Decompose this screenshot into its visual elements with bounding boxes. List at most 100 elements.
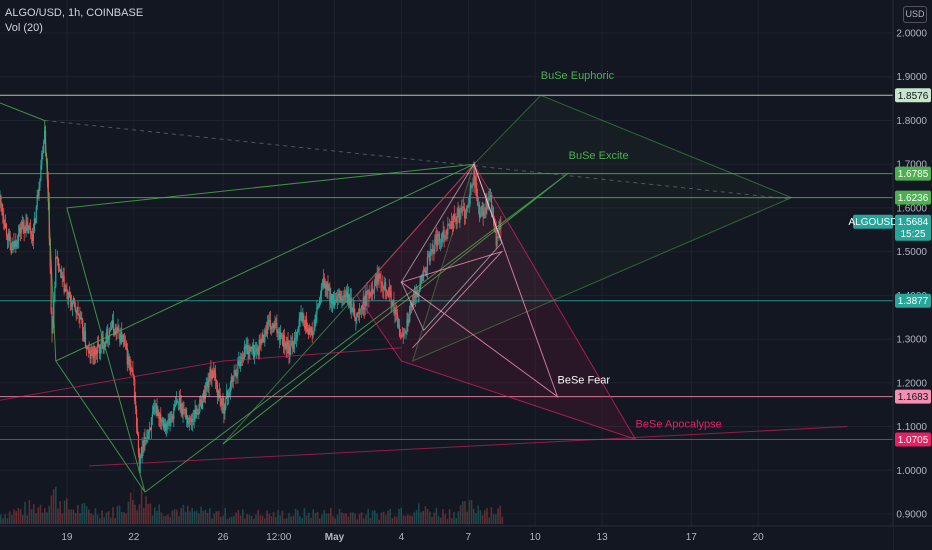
candle-body	[171, 415, 173, 419]
volume-bar	[44, 508, 46, 524]
volume-bar	[244, 518, 246, 524]
volume-bar	[316, 511, 319, 524]
level-price-tag[interactable]	[895, 293, 931, 308]
volume-bar	[125, 513, 127, 524]
volume-bar	[264, 518, 266, 524]
volume-bar	[407, 514, 409, 524]
volume-bar	[446, 519, 449, 524]
candle-body	[242, 358, 245, 360]
volume-bar	[334, 518, 336, 524]
candle-body	[25, 222, 27, 234]
currency-button[interactable]: USD	[903, 6, 927, 23]
pattern-drawing[interactable]	[411, 94, 793, 362]
candle-body	[13, 241, 15, 247]
volume-bar	[462, 501, 464, 524]
candle-body	[42, 152, 44, 154]
level-price-tag[interactable]	[895, 389, 931, 404]
volume-bar	[90, 513, 92, 524]
volume-bar	[488, 517, 490, 524]
candle-body	[348, 294, 350, 305]
candle-body	[235, 372, 237, 376]
candle-body	[310, 327, 312, 333]
candle-body	[181, 403, 183, 416]
candle-body	[157, 412, 159, 416]
candle-body	[410, 302, 412, 307]
level-price-tag[interactable]	[895, 432, 931, 447]
symbol-title[interactable]: ALGO/USD, 1h, COINBASE	[5, 7, 144, 19]
candle-body	[66, 290, 68, 292]
candle-body	[40, 165, 42, 180]
candle-body	[162, 420, 164, 422]
candle-body	[21, 221, 23, 228]
candle-body	[36, 195, 38, 208]
candle-body	[358, 309, 361, 314]
candle-body	[27, 224, 29, 234]
trend-line-drawing[interactable]	[144, 172, 569, 493]
level-price-tag[interactable]	[895, 166, 931, 181]
candle-body	[197, 412, 199, 415]
candle-body	[32, 230, 35, 241]
candle-body	[194, 408, 196, 420]
candle-body	[306, 319, 308, 332]
volume-bar	[369, 517, 372, 524]
candle-body	[264, 330, 266, 343]
volume-bar	[437, 515, 440, 524]
pattern-drawing[interactable]	[356, 163, 637, 441]
candle-body	[120, 332, 122, 343]
candle-body	[19, 227, 22, 233]
candle-body	[378, 274, 380, 282]
volume-bar	[286, 518, 288, 524]
volume-bar	[378, 519, 380, 524]
volume-bar	[189, 511, 191, 524]
candle-body	[188, 421, 190, 424]
current-price-tag[interactable]	[895, 214, 931, 241]
candle-body	[93, 345, 95, 358]
candle-body	[199, 399, 201, 412]
candle-body	[313, 327, 315, 332]
level-price-tag[interactable]	[895, 190, 931, 205]
candle-body	[30, 233, 33, 235]
current-symbol-tag[interactable]	[853, 214, 893, 229]
trend-line-drawing[interactable]	[89, 426, 848, 467]
candle-body	[450, 227, 452, 229]
volume-bar	[435, 507, 438, 524]
candle-body	[488, 199, 490, 206]
candle-body	[424, 270, 427, 274]
candle-body	[449, 223, 451, 228]
volume-bar	[418, 503, 420, 524]
candle-body	[339, 293, 341, 298]
candle-body	[493, 218, 495, 233]
candle-body	[243, 346, 245, 359]
candle-body	[471, 184, 473, 186]
trend-line-drawing[interactable]	[400, 163, 503, 332]
volume-indicator-label[interactable]: Vol (20)	[5, 22, 43, 34]
volume-bar	[145, 496, 147, 524]
candle-body	[51, 311, 53, 334]
candle-body	[486, 198, 488, 209]
volume-bar	[253, 518, 255, 524]
volume-bar	[303, 508, 306, 524]
volume-bar	[343, 513, 345, 524]
candle-body	[382, 283, 384, 289]
volume-bar	[231, 516, 233, 524]
volume-bar	[112, 507, 114, 524]
trend-line-drawing[interactable]	[44, 120, 792, 200]
candle-body	[219, 394, 221, 402]
volume-bar	[30, 509, 33, 524]
candle-body	[257, 351, 259, 356]
trend-line-drawing[interactable]	[0, 347, 402, 401]
candle-body	[445, 230, 447, 235]
candle-body	[145, 439, 147, 442]
volume-bar	[257, 509, 259, 524]
candle-body	[351, 310, 353, 312]
candle-body	[463, 208, 466, 218]
candle-body	[137, 433, 140, 454]
candle-body	[167, 422, 169, 424]
level-price-tag[interactable]	[895, 88, 931, 103]
candle-body	[290, 344, 292, 349]
candle-body	[195, 408, 197, 415]
candle-body	[367, 291, 369, 293]
candle-body	[228, 392, 231, 395]
candle-body	[428, 255, 430, 262]
